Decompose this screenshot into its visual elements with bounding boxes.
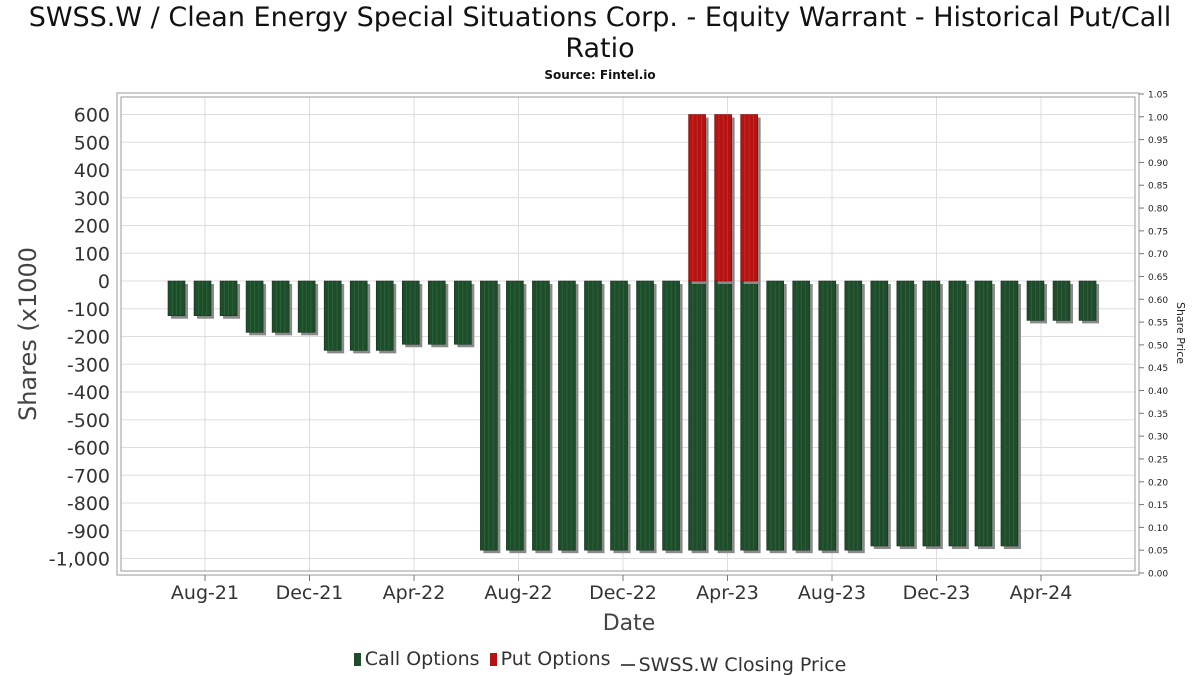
legend-item-price: SWSS.W Closing Price bbox=[620, 653, 847, 676]
y-tick-label: -400 bbox=[67, 382, 110, 404]
x-tick-label: Apr-24 bbox=[1010, 582, 1073, 604]
y-tick-label: -900 bbox=[67, 521, 110, 543]
y2-tick-label: 0.65 bbox=[1148, 273, 1168, 283]
y-tick-label: 300 bbox=[74, 188, 110, 210]
y-tick-label: -600 bbox=[67, 438, 110, 460]
x-axis-ticks: Aug-21 Dec-21 Apr-22 Aug-22 Dec-22 Apr-23 Aug-… bbox=[171, 575, 1072, 604]
y2-tick-label: 0.20 bbox=[1148, 478, 1168, 488]
x-tick-label: Aug-22 bbox=[484, 582, 552, 604]
y2-tick-label: 0.45 bbox=[1148, 364, 1168, 374]
y2-tick-label: 1.05 bbox=[1148, 91, 1168, 101]
legend-label-put: Put Options bbox=[500, 648, 611, 670]
y2-tick-label: 0.60 bbox=[1148, 296, 1168, 306]
x-tick-label: Aug-21 bbox=[171, 582, 239, 604]
plot-area-inner bbox=[120, 96, 1136, 572]
chart-subtitle: Source: Fintel.io bbox=[544, 68, 656, 82]
legend-swatch-call bbox=[353, 652, 361, 666]
legend-label-call: Call Options bbox=[364, 648, 480, 670]
y-tick-label: -300 bbox=[67, 354, 110, 376]
y-tick-label: -800 bbox=[67, 493, 110, 515]
y2-tick-label: 0.80 bbox=[1148, 205, 1168, 215]
y2-tick-label: 0.55 bbox=[1148, 319, 1168, 329]
x-tick-label: Dec-23 bbox=[903, 582, 971, 604]
y-tick-label: -200 bbox=[67, 327, 110, 349]
y2-tick-label: 0.75 bbox=[1148, 227, 1168, 237]
y-tick-label: 400 bbox=[74, 160, 110, 182]
legend: Call Options Put Options SWSS.W Closing … bbox=[0, 648, 1200, 676]
y2-tick-label: 0.90 bbox=[1148, 159, 1168, 169]
legend-swatch-put bbox=[489, 652, 497, 666]
y2-axis-label: Share Price bbox=[1174, 302, 1187, 364]
y-tick-label: 0 bbox=[98, 271, 110, 293]
y-tick-label: -500 bbox=[67, 410, 110, 432]
y2-tick-label: 0.10 bbox=[1148, 524, 1168, 534]
x-axis-label: Date bbox=[603, 611, 656, 636]
y2-tick-label: 0.70 bbox=[1148, 250, 1168, 260]
y2-tick-label: 0.05 bbox=[1148, 547, 1168, 557]
y2-tick-label: 0.35 bbox=[1148, 410, 1168, 420]
legend-label-price: SWSS.W Closing Price bbox=[638, 653, 847, 676]
y-axis-label: Shares (x1000 bbox=[14, 247, 42, 421]
legend-item-put: Put Options bbox=[489, 648, 611, 670]
y2-tick-label: 1.00 bbox=[1148, 113, 1168, 123]
y2-axis-ticks: 1.05 1.00 0.95 0.90 0.85 0.80 0.75 0.70 0.65 0.60… bbox=[1139, 91, 1168, 580]
bars-group bbox=[167, 114, 1100, 554]
y-tick-label: 600 bbox=[74, 105, 110, 127]
y2-tick-label: 0.85 bbox=[1148, 182, 1168, 192]
y2-tick-label: 0.00 bbox=[1148, 570, 1168, 580]
y-tick-label: -700 bbox=[67, 465, 110, 487]
legend-swatch-price bbox=[620, 663, 635, 666]
y2-tick-label: 0.15 bbox=[1148, 501, 1168, 511]
y-tick-label: 200 bbox=[74, 216, 110, 238]
y-tick-label: -100 bbox=[67, 299, 110, 321]
y2-tick-label: 0.25 bbox=[1148, 455, 1168, 465]
chart-title: SWSS.W / Clean Energy Special Situations… bbox=[28, 2, 1172, 64]
y2-tick-label: 0.95 bbox=[1148, 136, 1168, 146]
legend-item-call: Call Options bbox=[353, 648, 480, 670]
x-tick-label: Dec-22 bbox=[589, 582, 657, 604]
y-axis-ticks: 600 500 400 300 200 100 0 -100 -200 -300 -400 -500 -… bbox=[49, 105, 110, 571]
x-tick-label: Apr-22 bbox=[383, 582, 446, 604]
y2-tick-label: 0.40 bbox=[1148, 387, 1168, 397]
y-tick-label: -1,000 bbox=[49, 549, 110, 571]
x-tick-label: Dec-21 bbox=[276, 582, 344, 604]
x-tick-label: Apr-23 bbox=[696, 582, 759, 604]
y-tick-label: 500 bbox=[74, 132, 110, 154]
y2-tick-label: 0.50 bbox=[1148, 341, 1168, 351]
y2-tick-label: 0.30 bbox=[1148, 433, 1168, 443]
x-tick-label: Aug-23 bbox=[798, 582, 866, 604]
y-tick-label: 100 bbox=[74, 243, 110, 265]
